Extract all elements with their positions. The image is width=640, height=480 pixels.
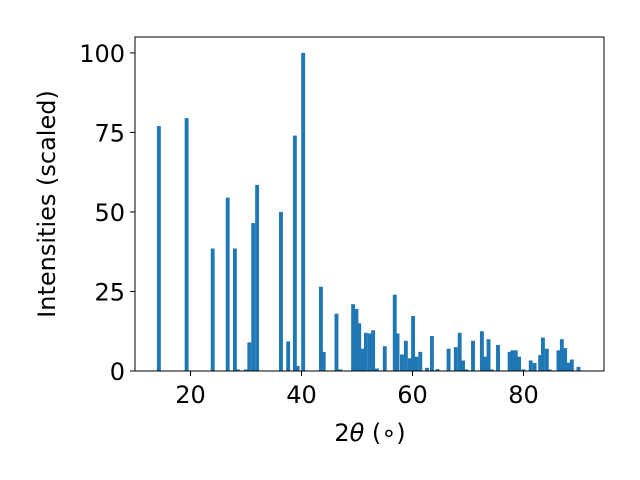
bar bbox=[225, 197, 230, 371]
bar bbox=[532, 363, 537, 371]
bar bbox=[318, 286, 323, 371]
bar bbox=[411, 315, 416, 371]
bar bbox=[354, 308, 359, 371]
bar bbox=[371, 330, 376, 371]
bar bbox=[247, 342, 252, 371]
bar bbox=[321, 351, 326, 371]
x-tick-label: 80 bbox=[508, 381, 539, 409]
bar bbox=[418, 351, 423, 371]
bar bbox=[235, 369, 240, 371]
bar bbox=[547, 369, 552, 371]
bar bbox=[334, 313, 339, 371]
bar bbox=[507, 351, 512, 371]
bar bbox=[295, 365, 300, 371]
bar bbox=[489, 369, 494, 371]
bar bbox=[414, 356, 419, 371]
bar bbox=[392, 294, 397, 371]
bar bbox=[486, 339, 491, 371]
y-axis-ticks: 0 25 50 75 100 bbox=[79, 40, 135, 386]
bar bbox=[403, 340, 408, 371]
bar bbox=[407, 358, 412, 371]
x-tick-label: 60 bbox=[397, 381, 428, 409]
bar bbox=[357, 323, 362, 371]
bar bbox=[566, 362, 571, 371]
bar bbox=[538, 355, 543, 371]
bar bbox=[382, 346, 387, 371]
bar bbox=[286, 341, 291, 371]
bar bbox=[435, 369, 440, 371]
bar bbox=[464, 369, 469, 371]
bar bbox=[457, 332, 462, 371]
plot-frame bbox=[134, 36, 605, 372]
bar bbox=[351, 304, 356, 371]
bar bbox=[563, 348, 568, 371]
bar bbox=[395, 333, 400, 371]
y-axis-label: Intensities (scaled) bbox=[33, 90, 61, 318]
bar bbox=[479, 331, 484, 371]
bar bbox=[556, 350, 561, 371]
bar bbox=[184, 118, 189, 371]
bar bbox=[244, 369, 248, 371]
bar bbox=[528, 360, 533, 371]
bar bbox=[279, 211, 283, 371]
x-axis-ticks: 20 40 60 80 bbox=[175, 371, 539, 409]
bar bbox=[360, 348, 365, 371]
x-axis-label: 2θ (∘) bbox=[334, 419, 405, 447]
bars-group bbox=[156, 52, 581, 372]
bar bbox=[541, 337, 545, 371]
bar bbox=[446, 348, 451, 371]
bar bbox=[338, 369, 343, 371]
bar bbox=[430, 336, 434, 371]
bar bbox=[156, 126, 161, 371]
bar bbox=[292, 135, 297, 371]
bar bbox=[425, 367, 429, 371]
bar bbox=[496, 344, 500, 371]
bar bbox=[400, 354, 404, 371]
bar bbox=[232, 248, 237, 371]
bar bbox=[453, 347, 458, 371]
bar bbox=[301, 52, 306, 372]
bar bbox=[510, 350, 515, 371]
bar bbox=[521, 369, 526, 371]
x-tick-label: 20 bbox=[175, 381, 206, 409]
y-tick-label: 100 bbox=[79, 40, 125, 68]
bar bbox=[544, 348, 549, 371]
y-tick-label: 75 bbox=[94, 119, 125, 147]
bar bbox=[517, 356, 522, 371]
x-tick-label: 40 bbox=[286, 381, 317, 409]
bar bbox=[559, 339, 564, 371]
bar bbox=[367, 333, 372, 371]
bar bbox=[569, 359, 574, 371]
bar bbox=[471, 340, 475, 371]
bar bbox=[375, 368, 379, 371]
bar bbox=[363, 332, 368, 371]
bar bbox=[483, 356, 488, 371]
y-tick-label: 25 bbox=[94, 278, 125, 306]
bar bbox=[513, 350, 518, 371]
y-tick-label: 0 bbox=[110, 358, 125, 386]
y-tick-label: 50 bbox=[94, 199, 125, 227]
bar bbox=[576, 366, 581, 371]
bar bbox=[255, 184, 260, 371]
bar bbox=[251, 223, 256, 371]
bar bbox=[210, 248, 215, 371]
bar bbox=[461, 360, 465, 371]
